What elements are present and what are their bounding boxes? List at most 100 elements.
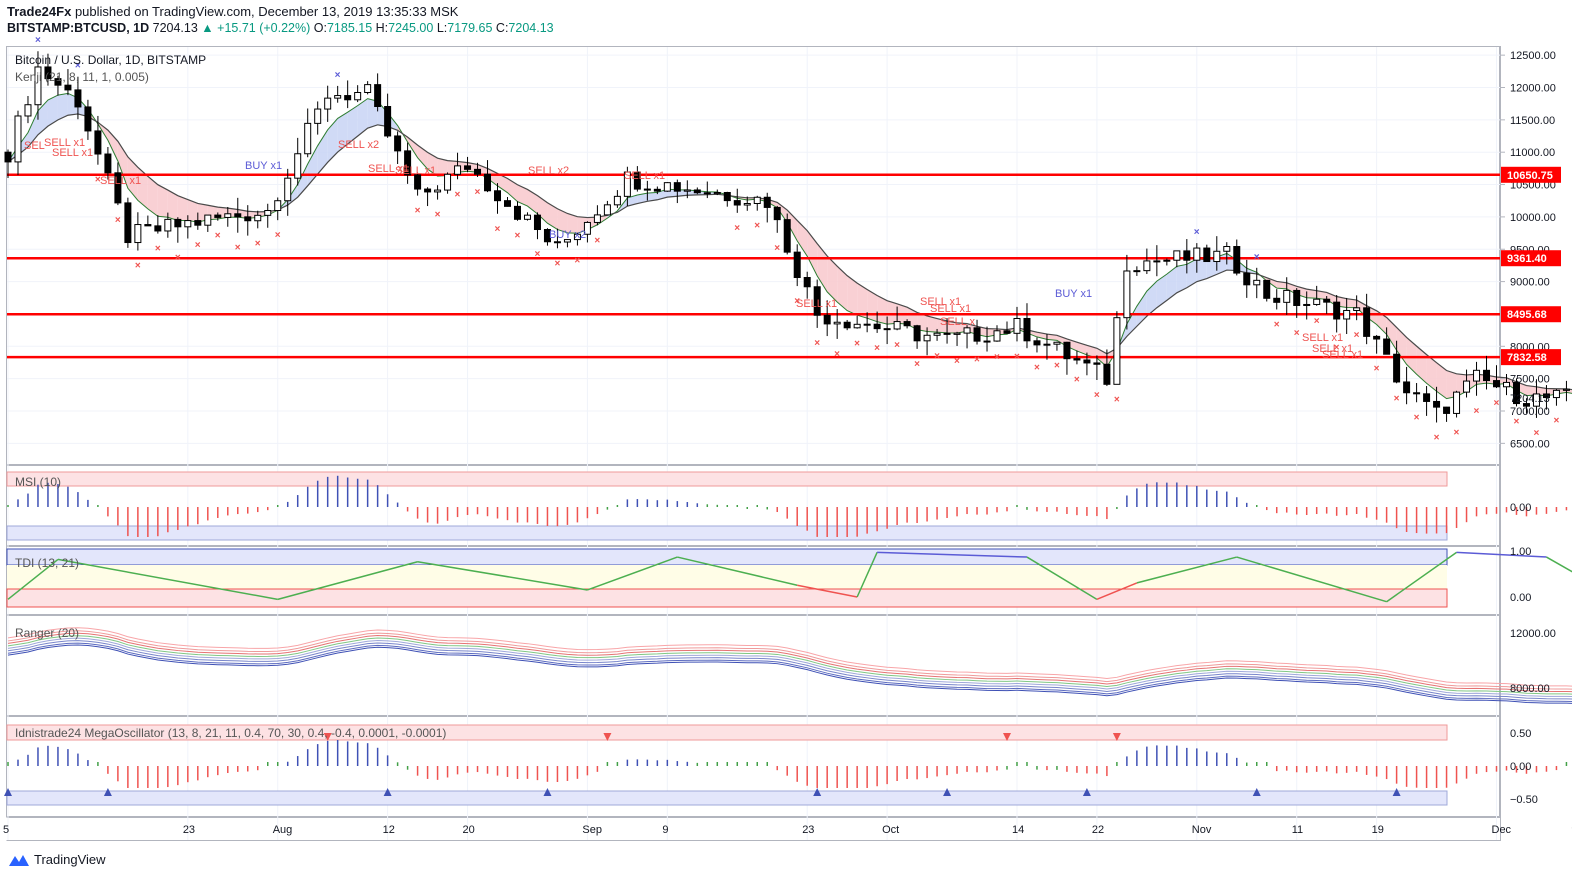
- sell-marker: ×: [574, 256, 580, 267]
- time-axis-label: Nov: [1192, 824, 1212, 836]
- candle-body: [104, 153, 112, 174]
- candle-body: [34, 66, 42, 106]
- tradingview-logo[interactable]: TradingView: [8, 852, 106, 867]
- candle-body: [1283, 289, 1291, 303]
- tdi-line-segment: [57, 558, 278, 601]
- candle-body: [444, 173, 452, 191]
- cloud-segment: [1156, 274, 1167, 308]
- cloud-segment: [507, 178, 518, 202]
- mega-axis-high: 0.50: [1510, 728, 1531, 740]
- sell-marker: ×: [435, 210, 441, 221]
- candle-body: [1063, 341, 1071, 360]
- candle-body: [1363, 307, 1371, 337]
- candle-body: [404, 150, 412, 176]
- candle-body: [933, 332, 941, 336]
- candle-body: [1263, 279, 1271, 299]
- candle-body: [793, 251, 801, 279]
- sell-marker: ×: [1394, 393, 1400, 404]
- cloud-segment: [127, 156, 138, 201]
- candle-body: [1522, 403, 1530, 407]
- sell-label-10: SELL x1: [796, 298, 837, 310]
- buy-marker: ×: [1254, 252, 1260, 263]
- sell-marker: ×: [1474, 406, 1480, 417]
- candle-body: [1163, 259, 1171, 262]
- cloud-segment: [947, 321, 958, 333]
- sell-marker: ×: [1014, 351, 1020, 362]
- sell-label-8: SELL x2: [528, 165, 569, 177]
- sell-marker: ×: [834, 349, 840, 360]
- signal-labels: SEL SELL x1 SELL x1 SELL x1 BUY x1 SELL …: [24, 137, 1363, 361]
- price-tick-label: 7000.00: [1510, 406, 1550, 418]
- sell-marker: ×: [874, 343, 880, 354]
- candle-body: [703, 192, 711, 195]
- cloud-segment: [1416, 346, 1427, 384]
- ranger-band-line: [7, 630, 1572, 690]
- cloud-segment: [517, 184, 528, 207]
- sell-marker: ×: [155, 244, 161, 255]
- level-tag-bg: [1501, 250, 1561, 267]
- time-axis-label: Aug: [273, 824, 293, 836]
- tdi-line-segment: [877, 551, 1028, 558]
- candle-body: [833, 321, 841, 325]
- sell-label-6: SELL x1: [368, 163, 409, 175]
- candle-body: [1532, 393, 1540, 407]
- mega-title: Idnistrade24 MegaOscillator (13, 8, 21, …: [15, 726, 446, 740]
- candle-body: [943, 332, 951, 335]
- cloud-segment: [47, 95, 58, 127]
- time-axis[interactable]: 523Aug1220Sep923Oct1422Nov1119Dec917: [3, 824, 1572, 836]
- sell-marker: ×: [1434, 432, 1440, 443]
- cloud-segment: [1166, 266, 1177, 301]
- cloud-segment: [437, 158, 448, 177]
- candle-body: [1313, 298, 1321, 305]
- sell-marker: ×: [1513, 416, 1519, 427]
- kenji-cloud: [7, 92, 1572, 400]
- cloud-segment: [1196, 258, 1207, 282]
- candle-body: [44, 66, 52, 80]
- candle-body: [364, 84, 372, 93]
- mega-sell-triangle: [603, 733, 612, 741]
- sell-label-3: SELL x1: [52, 147, 93, 159]
- candle-body: [1473, 369, 1481, 382]
- close-value: 7204.13: [508, 21, 554, 35]
- candle-body: [224, 213, 232, 218]
- candle-body: [504, 200, 511, 207]
- mega-buy-triangle: [1392, 788, 1401, 796]
- candle-body: [1083, 359, 1091, 364]
- cloud-segment: [647, 192, 658, 202]
- candle-body: [374, 84, 382, 108]
- sell-label-11: SELL x1: [920, 296, 961, 308]
- sell-marker: ×: [215, 231, 221, 242]
- candle-body: [394, 135, 402, 152]
- candle-body: [743, 203, 751, 206]
- candle-body: [274, 200, 282, 212]
- cloud-segment: [497, 173, 508, 193]
- candle-body: [484, 173, 492, 192]
- published-text: published on TradingView.com, December 1…: [74, 4, 459, 19]
- sell-marker: ×: [554, 258, 560, 269]
- ranger-pane-frame: [6, 615, 1500, 716]
- candle-body: [1542, 393, 1550, 399]
- candle-body: [434, 189, 442, 193]
- msi-axis-label: 0.00: [1510, 502, 1531, 514]
- sell-marker: ×: [854, 339, 860, 350]
- tdi-line-segment: [797, 584, 858, 598]
- tdi-pane: [6, 548, 1572, 608]
- ranger-axis-low: 8000.00: [1510, 683, 1550, 695]
- candle-body: [1493, 380, 1501, 388]
- candle-body: [1393, 353, 1401, 383]
- candle-body: [4, 151, 12, 163]
- candle-body: [74, 89, 82, 108]
- sell-marker: ×: [195, 240, 201, 251]
- cloud-segment: [1526, 385, 1537, 396]
- mega-buy-triangle: [103, 788, 112, 796]
- candles: [4, 51, 1570, 423]
- candle-body: [1343, 309, 1351, 320]
- sell-marker: ×: [534, 249, 540, 260]
- sell-marker: ×: [1034, 362, 1040, 373]
- mega-buy-triangle: [383, 788, 392, 796]
- candle-body: [1293, 289, 1301, 306]
- tdi-line-segment: [277, 561, 418, 601]
- candle-body: [334, 95, 342, 99]
- candle-body: [1413, 392, 1421, 395]
